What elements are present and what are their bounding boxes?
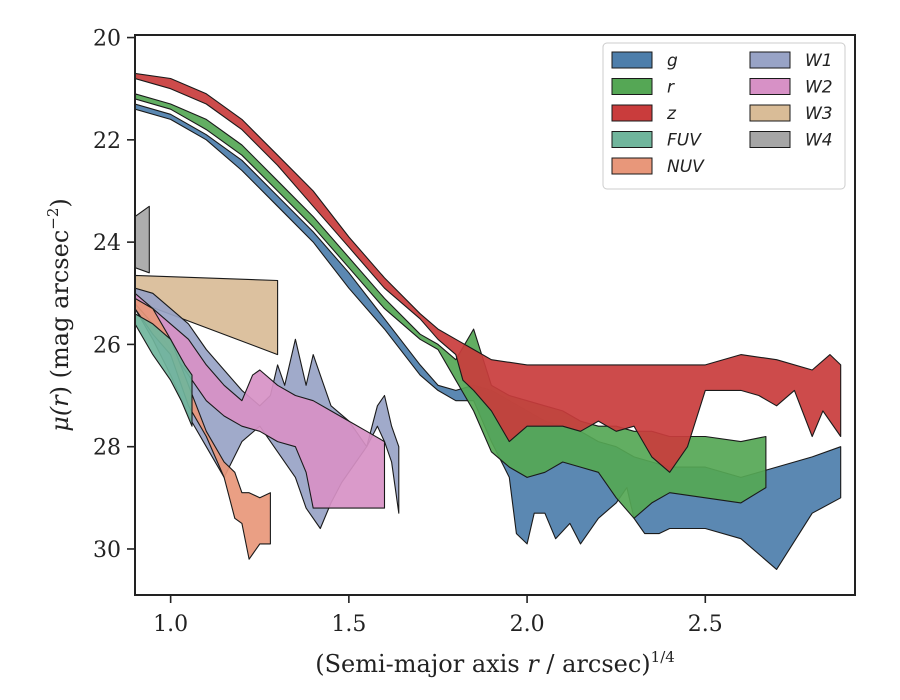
- x-tick-label: 1.0: [153, 612, 188, 637]
- y-label-pre: μ(: [46, 406, 74, 432]
- legend-swatch: [749, 104, 791, 122]
- y-label-mid: ) (mag arcsec: [46, 230, 74, 396]
- legend-label: W3: [805, 104, 833, 124]
- x-label-var: r: [527, 650, 540, 678]
- legend-label: r: [667, 78, 675, 98]
- y-label-sup: −2: [44, 208, 62, 230]
- band-fuv: [135, 313, 193, 427]
- legend-swatch: [611, 51, 653, 69]
- legend-item-w1: W1: [749, 51, 833, 71]
- x-axis-label: (Semi-major axis r / arcsec)1/4: [315, 648, 675, 678]
- legend-label: W2: [805, 78, 833, 98]
- y-tick-label: 24: [93, 231, 121, 256]
- legend-swatch: [749, 78, 791, 95]
- legend-swatch: [611, 78, 653, 95]
- x-label-sup: 1/4: [651, 648, 675, 666]
- legend-swatch: [749, 51, 791, 69]
- legend-item-w2: W2: [749, 78, 833, 98]
- legend-label: z: [666, 104, 677, 124]
- legend-swatch: [611, 104, 653, 122]
- legend-swatch: [611, 157, 653, 175]
- y-label-var: r: [46, 394, 74, 407]
- legend-item-z: z: [611, 104, 677, 124]
- band-r: [135, 93, 767, 519]
- band-layer: [135, 72, 842, 570]
- legend-item-w4: W4: [749, 131, 833, 151]
- y-tick-label: 20: [93, 27, 121, 52]
- legend-label: FUV: [667, 131, 702, 151]
- band-g: [135, 103, 842, 570]
- plot-frame: [134, 34, 856, 596]
- y-tick-label: 22: [93, 129, 121, 154]
- y-axis: 20 22 24 26 28 30: [93, 27, 135, 563]
- legend-swatch: [749, 131, 791, 148]
- legend-label: W1: [805, 51, 833, 71]
- x-axis: 1.0 1.5 2.0 2.5: [153, 595, 723, 637]
- band-w4: [135, 205, 150, 274]
- x-tick-label: 2.0: [510, 612, 545, 637]
- x-tick-label: 1.5: [331, 612, 366, 637]
- x-label-before: (Semi-major axis: [315, 650, 527, 678]
- band-w3: [135, 274, 279, 356]
- legend-item-w3: W3: [749, 104, 833, 124]
- y-axis-label: μ(r) (mag arcsec−2): [44, 198, 74, 432]
- y-tick-label: 26: [93, 333, 121, 358]
- legend-label: g: [667, 51, 678, 71]
- band-z: [135, 72, 842, 473]
- y-tick-label: 28: [93, 436, 121, 461]
- legend-item-g: g: [611, 51, 678, 71]
- y-label-post: ): [46, 198, 74, 207]
- legend-label: W4: [805, 131, 833, 151]
- legend-label: NUV: [667, 157, 705, 177]
- legend-item-nuv: NUV: [611, 157, 705, 177]
- legend: grz FUV NUV W1 W2 W3 W4: [602, 42, 846, 190]
- legend-item-r: r: [611, 78, 675, 98]
- x-label-after: / arcsec): [539, 650, 651, 678]
- legend-swatch: [611, 131, 653, 148]
- x-tick-label: 2.5: [688, 612, 723, 637]
- y-tick-label: 30: [93, 538, 121, 563]
- band-w2: [135, 292, 386, 509]
- legend-item-fuv: FUV: [611, 131, 702, 151]
